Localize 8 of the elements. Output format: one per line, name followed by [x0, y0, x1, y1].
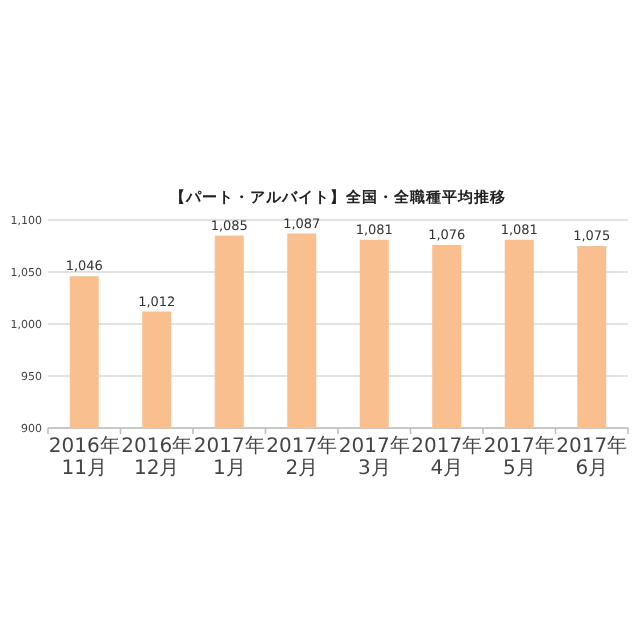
- x-tick-label: 2017年3月: [338, 436, 411, 480]
- x-tick-label: 2017年4月: [410, 436, 483, 480]
- x-tick-label: 2016年11月: [48, 436, 121, 480]
- x-tick-label: 2017年6月: [555, 436, 628, 480]
- x-tick-label: 2017年1月: [193, 436, 266, 480]
- x-tick-label: 2017年2月: [265, 436, 338, 480]
- x-tick-label: 2017年5月: [483, 436, 556, 480]
- x-tick-label: 2016年12月: [120, 436, 193, 480]
